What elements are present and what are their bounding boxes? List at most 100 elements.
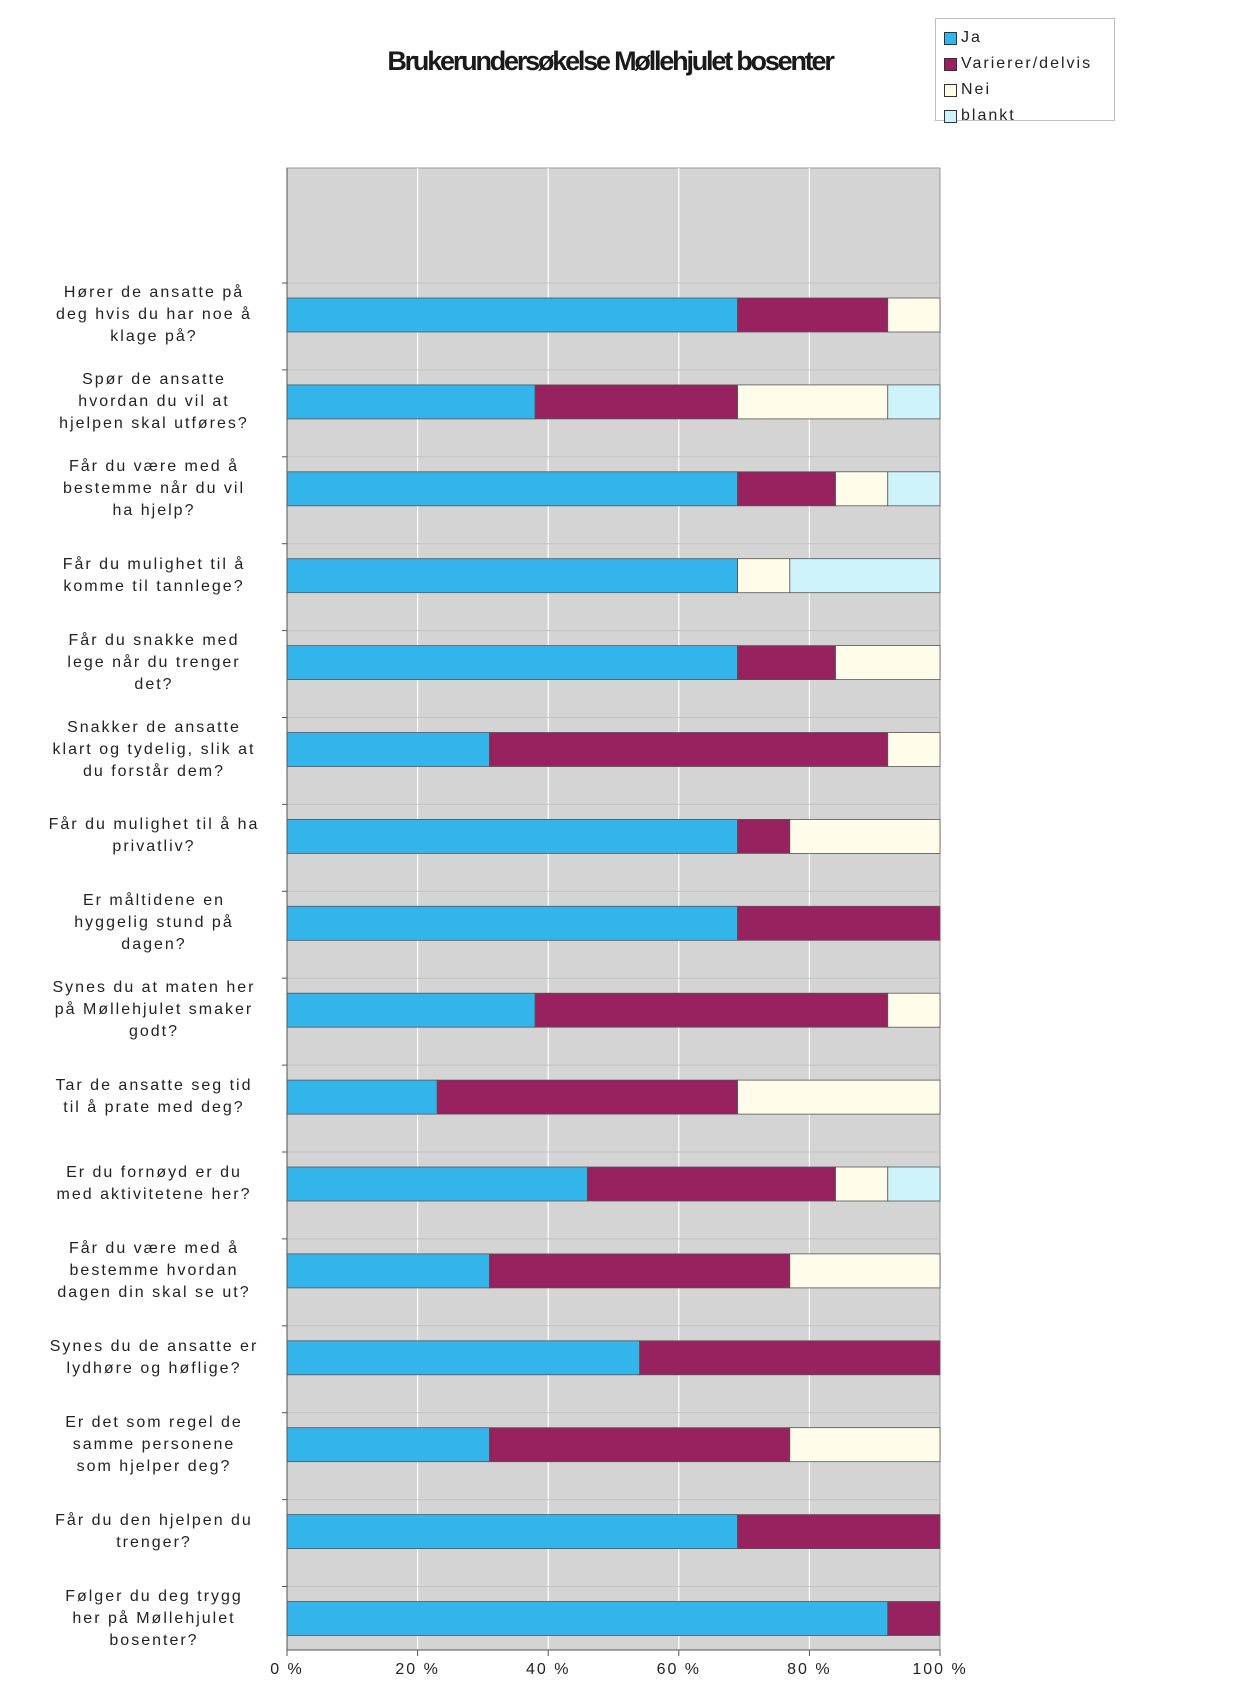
legend-label-varierer: Varierer/delvis — [961, 55, 1093, 72]
category-label-line: som hjelper deg? — [76, 1457, 232, 1475]
x-tick-label: 40 % — [525, 1661, 571, 1678]
bar-segment-4 — [887, 384, 941, 420]
bar-segment-2 — [737, 1514, 941, 1549]
category-label-line: med aktivitetene her? — [56, 1186, 252, 1203]
category-label-line: Snakker de ansatte — [67, 718, 241, 736]
x-tick-label: 20 % — [395, 1661, 440, 1678]
category-label-line: bestemme når du vil — [62, 479, 246, 497]
category-label-line: bestemme hvordan — [69, 1261, 239, 1279]
category-label: Får du mulighet til å ha privatliv? — [30, 814, 278, 858]
bar-segment-2 — [436, 1079, 738, 1115]
bar-segment-4 — [789, 558, 941, 594]
category-label: Følger du deg trygg her på Møllehjulet bos… — [30, 1586, 278, 1652]
bar-segment-2 — [737, 819, 791, 854]
category-label-line: du forstår dem? — [82, 762, 226, 780]
category-label-line: samme personene — [72, 1435, 236, 1453]
category-label-line: Tar de ansatte seg tid — [55, 1077, 253, 1095]
category-label-line: Synes du de ansatte er — [49, 1337, 259, 1355]
x-tick-label: 80 % — [787, 1661, 832, 1678]
category-label-line: hvordan du vil at — [78, 392, 230, 410]
category-label: Får du den hjelpen du trenger? — [30, 1510, 278, 1554]
legend-label-blankt: blankt — [961, 107, 1016, 124]
category-label: Spør de ansatte hvordan du vil at hjelpen … — [30, 369, 278, 435]
x-tick-label: 100 % — [912, 1661, 968, 1678]
category-label-line: Får du mulighet til å ha — [48, 816, 260, 834]
bar-segment-1 — [286, 905, 738, 941]
category-label: Synes du at maten her på Møllehjulet smak… — [30, 977, 278, 1043]
bar-segment-1 — [286, 1514, 738, 1549]
category-label-line: hyggelig stund på — [74, 914, 234, 932]
bar-segment-4 — [887, 471, 941, 507]
bar-segment-4 — [887, 1166, 941, 1202]
legend-label-ja: Ja — [961, 29, 982, 46]
category-label-line: Hører de ansatte på — [63, 284, 245, 301]
category-label-line: lydhøre og høflige? — [66, 1359, 242, 1377]
legend-item-ja: Ja — [944, 25, 1114, 51]
legend: Ja Varierer/delvis Nei blankt — [935, 18, 1115, 124]
category-label: Får du være med å bestemme hvordan dagen d… — [30, 1238, 278, 1304]
bar-segment-3 — [887, 297, 941, 333]
category-label-line: Synes du at maten her — [52, 979, 256, 997]
bar-segment-1 — [286, 471, 738, 507]
legend-swatch-ja — [944, 31, 957, 45]
bar-segment-2 — [887, 1601, 941, 1636]
bar-segment-3 — [835, 645, 941, 680]
category-label-line: klage på? — [110, 328, 198, 345]
bar-segment-3 — [887, 732, 941, 767]
bar-segment-1 — [286, 1601, 889, 1636]
category-label-line: Får du være med å — [68, 457, 240, 475]
category-label-line: her på Møllehjulet — [72, 1609, 236, 1627]
bar-segment-1 — [286, 558, 738, 594]
legend-item-blankt: blankt — [944, 103, 1114, 129]
x-tick-label: 60 % — [656, 1661, 702, 1678]
category-label-line: komme til tannlege? — [63, 577, 245, 595]
category-label-line: trenger? — [116, 1533, 192, 1551]
category-label-line: privatliv? — [112, 838, 196, 856]
category-label-line: Får du den hjelpen du — [55, 1511, 253, 1529]
x-tick-label: 0 % — [270, 1661, 304, 1678]
bar-segment-3 — [737, 558, 791, 594]
category-label-line: bosenter? — [109, 1631, 199, 1649]
bar-segment-1 — [286, 297, 738, 333]
bar-segment-2 — [489, 732, 889, 767]
bar-segment-2 — [586, 1166, 836, 1202]
legend-label-nei: Nei — [961, 81, 992, 98]
category-label-line: Får du mulighet til å — [62, 555, 246, 573]
category-label-line: ha hjelp? — [112, 501, 196, 519]
category-label: Synes du de ansatte er lydhøre og høflige… — [30, 1336, 278, 1380]
category-label: Snakker de ansatte klart og tydelig, slik… — [30, 717, 278, 783]
bar-segment-2 — [534, 992, 889, 1028]
legend-item-nei: Nei — [944, 77, 1114, 103]
bar-segment-3 — [737, 384, 889, 420]
bar-segment-2 — [534, 384, 738, 420]
category-label-line: godt? — [128, 1023, 180, 1041]
category-label-line: Er måltidene en — [82, 892, 226, 910]
bar-segment-2 — [737, 645, 836, 680]
category-label: Er du fornøyd er du med aktivitetene her? — [30, 1162, 278, 1206]
category-label-line: klart og tydelig, slik at — [52, 740, 256, 758]
category-label-line: Er det som regel de — [65, 1413, 243, 1431]
chart-title: Brukerundersøkelse Møllehjulet bosenter — [387, 46, 835, 76]
category-label-line: Spør de ansatte — [82, 370, 226, 388]
bar-segment-2 — [639, 1340, 941, 1376]
category-label: Hører de ansatte på deg hvis du har noe å… — [30, 282, 278, 348]
bar-segment-2 — [489, 1253, 791, 1289]
category-label-line: til å prate med deg? — [63, 1099, 245, 1117]
category-label-line: hjelpen skal utføres? — [59, 414, 249, 432]
bar-segment-1 — [286, 1166, 588, 1202]
category-label-line: Får du være med å — [68, 1239, 240, 1257]
category-label: Får du mulighet til å komme til tannlege? — [30, 554, 278, 598]
category-label-line: lege når du trenger — [67, 653, 241, 671]
category-label: Tar de ansatte seg tid til å prate med de… — [30, 1075, 278, 1119]
category-label-line: deg hvis du har noe å — [56, 306, 252, 323]
bar-segment-2 — [737, 905, 941, 941]
category-label-line: dagen? — [121, 936, 187, 954]
category-label-line: dagen din skal se ut? — [57, 1283, 251, 1301]
category-label: Er måltidene en hyggelig stund på dagen? — [30, 890, 278, 956]
bar-segment-1 — [286, 1253, 490, 1289]
category-label-line: Følger du deg trygg — [65, 1587, 243, 1605]
category-label-line: på Møllehjulet smaker — [54, 1001, 254, 1019]
bar-segment-1 — [286, 384, 536, 420]
bar-segment-3 — [789, 1427, 941, 1463]
